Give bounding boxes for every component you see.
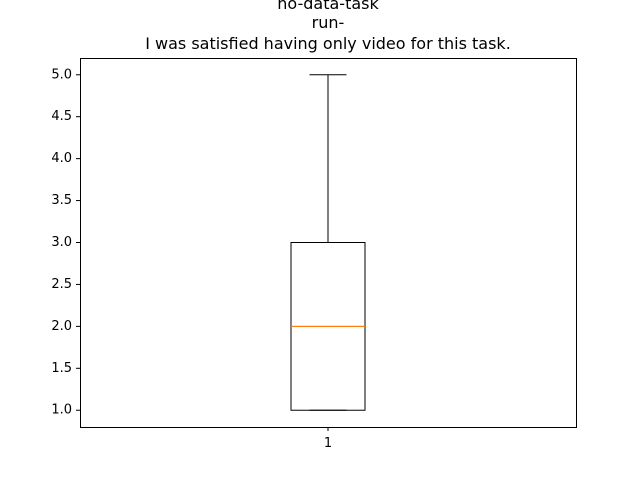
box-1 [290, 74, 366, 411]
y-tick-label: 5.0 [51, 67, 72, 82]
y-tick-label: 4.5 [51, 109, 72, 124]
y-tick-label: 4.0 [51, 151, 72, 166]
x-tick-label: 1 [324, 436, 332, 451]
chart-title-line-1: no-data-task [277, 0, 379, 13]
y-tick-label: 3.0 [51, 235, 72, 250]
y-axis: 1.0 1.5 2.0 2.5 3.0 3.5 4.0 4.5 5.0 [51, 67, 80, 418]
y-tick-label: 1.0 [51, 403, 72, 418]
chart-title: no-data-task run- I was satisfied having… [145, 0, 511, 53]
y-tick-label: 2.5 [51, 277, 72, 292]
chart-title-line-2: run- [312, 13, 345, 32]
y-tick-label: 1.5 [51, 361, 72, 376]
x-axis: 1 [324, 427, 332, 451]
y-tick-label: 3.5 [51, 193, 72, 208]
box-series [290, 74, 366, 411]
chart-title-line-3: I was satisfied having only video for th… [145, 34, 511, 53]
y-tick-label: 2.0 [51, 319, 72, 334]
